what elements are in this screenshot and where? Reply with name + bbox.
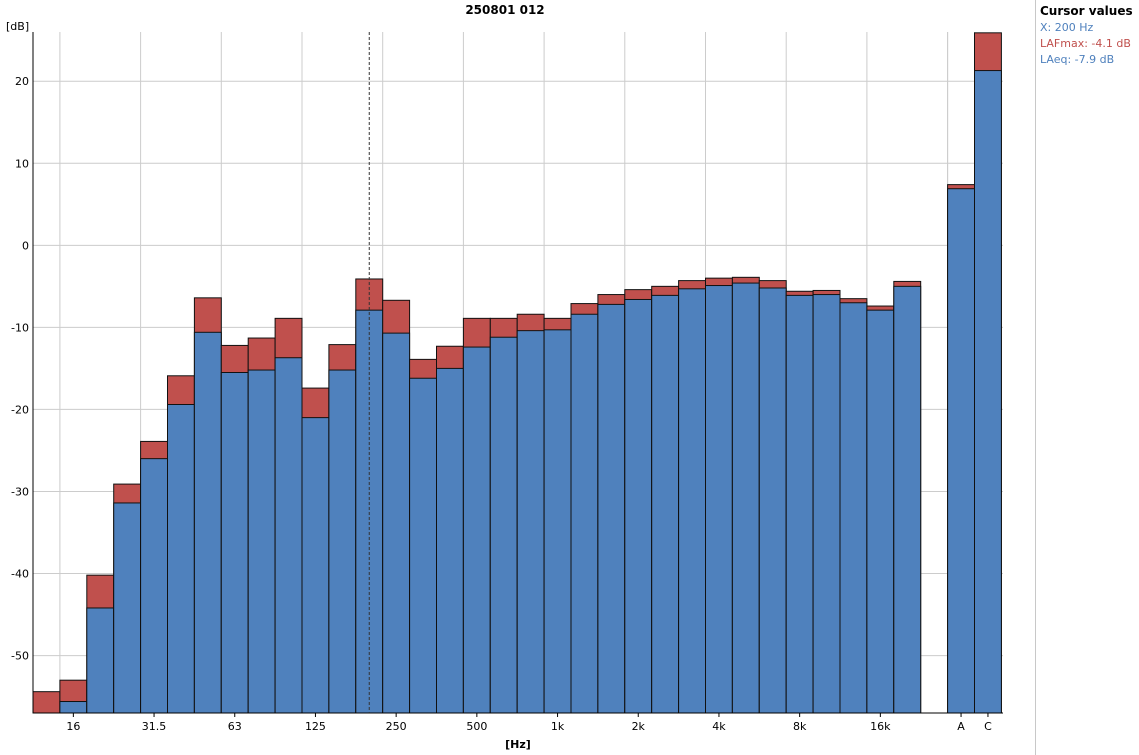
bar-laeq-25 bbox=[113, 502, 142, 714]
bar-laeq-C bbox=[974, 70, 1002, 714]
y-axis-unit: [dB] bbox=[6, 20, 29, 33]
x-tick-label: 31.5 bbox=[142, 720, 167, 733]
y-tick-label: 10 bbox=[15, 157, 29, 170]
bar-laeq-20k bbox=[893, 285, 922, 714]
bar-laeq-31.5 bbox=[140, 458, 169, 714]
y-tick-label: 0 bbox=[22, 239, 29, 252]
x-tick-label: 4k bbox=[712, 720, 726, 733]
bar-laeq-500 bbox=[462, 346, 491, 714]
bar-laeq-630 bbox=[489, 336, 518, 714]
x-tick-label: 16 bbox=[66, 720, 80, 733]
x-tick-label: 500 bbox=[466, 720, 487, 733]
bar-laeq-400 bbox=[436, 367, 464, 714]
cursor-laeq-value: LAeq: -7.9 dB bbox=[1040, 53, 1115, 66]
bar-laeq-1.6k bbox=[597, 303, 626, 714]
x-tick-label: C bbox=[984, 720, 992, 733]
cursor-lafmax-value: LAFmax: -4.1 dB bbox=[1040, 37, 1131, 50]
chart-title: 250801 012 bbox=[465, 3, 544, 17]
spectrum-chart[interactable]: 250801 012 [dB] -50 -40 -30 -20 -10 0 10 20 16 3… bbox=[0, 0, 1035, 755]
bar-laeq-40 bbox=[167, 403, 195, 714]
x-tick-label: 250 bbox=[386, 720, 407, 733]
bar-laeq-250 bbox=[382, 332, 411, 714]
x-tick-labels: 16 31.5 63 125 250 500 1k 2k 4k 8k 16k A C bbox=[66, 713, 992, 733]
x-tick-label: 63 bbox=[228, 720, 242, 733]
y-tick-label: -10 bbox=[11, 321, 29, 334]
bar-laeq-5k bbox=[731, 282, 760, 714]
y-tick-label: -50 bbox=[11, 650, 29, 663]
bar-laeq-160 bbox=[328, 369, 357, 714]
bar-series bbox=[32, 32, 1002, 714]
axes bbox=[32, 32, 1003, 714]
bar-laeq-315 bbox=[409, 377, 438, 714]
x-tick-label: 8k bbox=[793, 720, 807, 733]
bar-laeq-125 bbox=[301, 417, 330, 714]
bar-laeq-16k bbox=[866, 309, 895, 714]
bar-laeq-2.5k bbox=[651, 294, 680, 714]
bar-laeq-A bbox=[947, 188, 975, 714]
bar-lafmax-12.5 bbox=[32, 691, 61, 714]
bar-laeq-100 bbox=[274, 357, 303, 714]
bar-laeq-63 bbox=[220, 372, 249, 714]
bar-laeq-3.15k bbox=[678, 288, 706, 714]
x-tick-label: A bbox=[957, 720, 965, 733]
cursor-values-panel: Cursor values X: 200 Hz LAFmax: -4.1 dB … bbox=[1035, 0, 1139, 755]
x-tick-label: 2k bbox=[632, 720, 646, 733]
bar-laeq-1k bbox=[543, 329, 572, 714]
cursor-panel-title: Cursor values bbox=[1040, 4, 1133, 18]
bar-laeq-50 bbox=[193, 331, 222, 714]
bar-laeq-2k bbox=[624, 298, 653, 714]
y-tick-label: -20 bbox=[11, 403, 29, 416]
bar-laeq-80 bbox=[247, 369, 276, 714]
bar-laeq-4k bbox=[705, 285, 733, 714]
bar-laeq-10k bbox=[812, 294, 841, 714]
bar-laeq-8k bbox=[785, 294, 814, 714]
x-axis-unit: [Hz] bbox=[505, 738, 531, 751]
bar-laeq-1.25k bbox=[570, 313, 599, 714]
x-tick-label: 125 bbox=[305, 720, 326, 733]
x-tick-label: 16k bbox=[870, 720, 891, 733]
cursor-x-value: X: 200 Hz bbox=[1040, 21, 1094, 34]
x-tick-label: 1k bbox=[551, 720, 565, 733]
bar-laeq-6.3k bbox=[758, 287, 787, 714]
y-tick-label: 20 bbox=[15, 75, 29, 88]
y-tick-label: -30 bbox=[11, 485, 29, 498]
bar-laeq-20 bbox=[86, 607, 115, 714]
bar-laeq-16 bbox=[59, 701, 88, 714]
y-tick-labels: -50 -40 -30 -20 -10 0 10 20 bbox=[11, 75, 29, 662]
y-tick-label: -40 bbox=[11, 568, 29, 581]
bar-laeq-12.5k bbox=[839, 302, 868, 714]
bar-laeq-800 bbox=[516, 330, 545, 714]
